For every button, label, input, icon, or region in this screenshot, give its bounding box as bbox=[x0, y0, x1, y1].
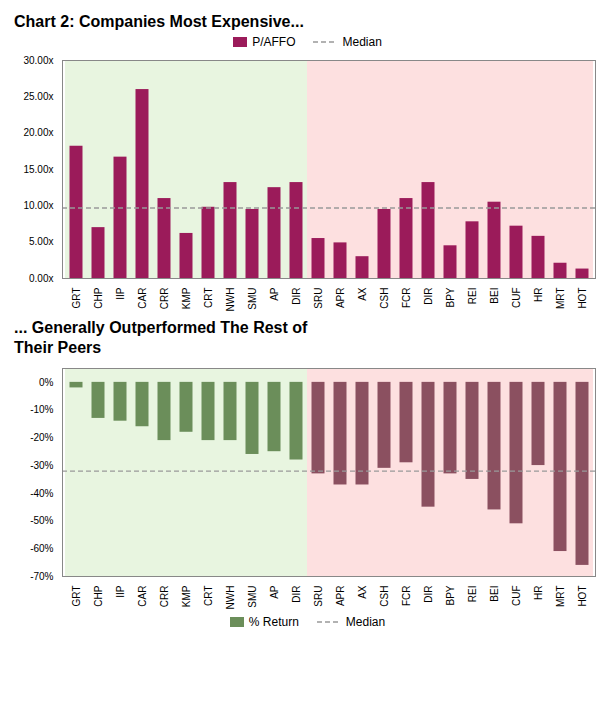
svg-text:AX: AX bbox=[357, 287, 368, 301]
svg-text:MRT: MRT bbox=[555, 586, 566, 607]
svg-text:FCR: FCR bbox=[401, 288, 412, 309]
svg-text:AX: AX bbox=[357, 585, 368, 599]
svg-text:CUF: CUF bbox=[511, 288, 522, 309]
html-text:Median: Median bbox=[342, 35, 382, 49]
svg-text:CHP: CHP bbox=[93, 287, 104, 308]
svg-text:SRU: SRU bbox=[313, 586, 324, 607]
svg-text:AP: AP bbox=[269, 585, 280, 599]
svg-text:-20%: -20% bbox=[30, 432, 53, 443]
svg-text:BEI: BEI bbox=[489, 586, 500, 602]
svg-text:CRR: CRR bbox=[159, 288, 170, 310]
svg-text:GRT: GRT bbox=[71, 288, 82, 309]
html-text:P/AFFO: P/AFFO bbox=[252, 35, 296, 49]
svg-text:KMP: KMP bbox=[181, 287, 192, 309]
html-text:Median: Median bbox=[345, 615, 386, 629]
svg-text:DIR: DIR bbox=[423, 586, 434, 603]
svg-text:15.00x: 15.00x bbox=[23, 164, 53, 175]
svg-text:HOT: HOT bbox=[577, 586, 588, 607]
svg-text:-50%: -50% bbox=[30, 515, 53, 526]
svg-text:HR: HR bbox=[533, 586, 544, 600]
svg-text:25.00x: 25.00x bbox=[23, 91, 53, 102]
svg-text:BPY: BPY bbox=[445, 287, 456, 307]
svg-text:BEI: BEI bbox=[489, 288, 500, 304]
svg-text:CRR: CRR bbox=[159, 586, 170, 608]
svg-text:AP: AP bbox=[269, 287, 280, 301]
svg-text:HR: HR bbox=[533, 288, 544, 302]
svg-text:CHP: CHP bbox=[93, 585, 104, 606]
svg-text:DIR: DIR bbox=[291, 288, 302, 305]
html-text:% Return: % Return bbox=[248, 615, 299, 629]
svg-text:GRT: GRT bbox=[71, 586, 82, 607]
svg-text:20.00x: 20.00x bbox=[23, 127, 53, 138]
svg-text:HOT: HOT bbox=[577, 288, 588, 309]
svg-text:-10%: -10% bbox=[30, 404, 53, 415]
svg-text:CSH: CSH bbox=[379, 288, 390, 309]
svg-text:APR: APR bbox=[335, 288, 346, 309]
html-text:... Generally Outperformed The: ... Generally Outperformed The Rest of bbox=[14, 319, 308, 336]
svg-text:CRT: CRT bbox=[203, 288, 214, 308]
svg-text:DIR: DIR bbox=[291, 586, 302, 603]
svg-text:10.00x: 10.00x bbox=[23, 200, 53, 211]
svg-text:CUF: CUF bbox=[511, 586, 522, 607]
svg-text:5.00x: 5.00x bbox=[29, 236, 53, 247]
svg-text:DIR: DIR bbox=[423, 288, 434, 305]
svg-text:CAR: CAR bbox=[137, 288, 148, 309]
svg-text:KMP: KMP bbox=[181, 585, 192, 607]
svg-text:CSH: CSH bbox=[379, 586, 390, 607]
svg-text:BPY: BPY bbox=[445, 585, 456, 605]
svg-text:-70%: -70% bbox=[30, 571, 53, 582]
svg-text:REI: REI bbox=[467, 586, 478, 603]
svg-text:-40%: -40% bbox=[30, 488, 53, 499]
svg-text:30.00x: 30.00x bbox=[23, 55, 53, 66]
svg-text:MRT: MRT bbox=[555, 288, 566, 309]
svg-text:FCR: FCR bbox=[401, 586, 412, 607]
svg-text:-60%: -60% bbox=[30, 543, 53, 554]
svg-text:0.00x: 0.00x bbox=[29, 273, 53, 284]
svg-text:SMU: SMU bbox=[247, 586, 258, 608]
svg-text:NWH: NWH bbox=[225, 586, 236, 610]
svg-text:SRU: SRU bbox=[313, 288, 324, 309]
svg-text:IIP: IIP bbox=[115, 585, 126, 598]
svg-text:CAR: CAR bbox=[137, 586, 148, 607]
svg-text:SMU: SMU bbox=[247, 288, 258, 310]
svg-text:REI: REI bbox=[467, 288, 478, 305]
html-text:Their Peers: Their Peers bbox=[14, 339, 102, 356]
html-text:Chart 2: Companies Most Expens: Chart 2: Companies Most Expensive... bbox=[14, 13, 304, 30]
svg-text:CRT: CRT bbox=[203, 586, 214, 606]
svg-text:0%: 0% bbox=[39, 377, 54, 388]
svg-text:APR: APR bbox=[335, 586, 346, 607]
svg-text:IIP: IIP bbox=[115, 287, 126, 300]
svg-text:NWH: NWH bbox=[225, 288, 236, 312]
svg-text:-30%: -30% bbox=[30, 460, 53, 471]
